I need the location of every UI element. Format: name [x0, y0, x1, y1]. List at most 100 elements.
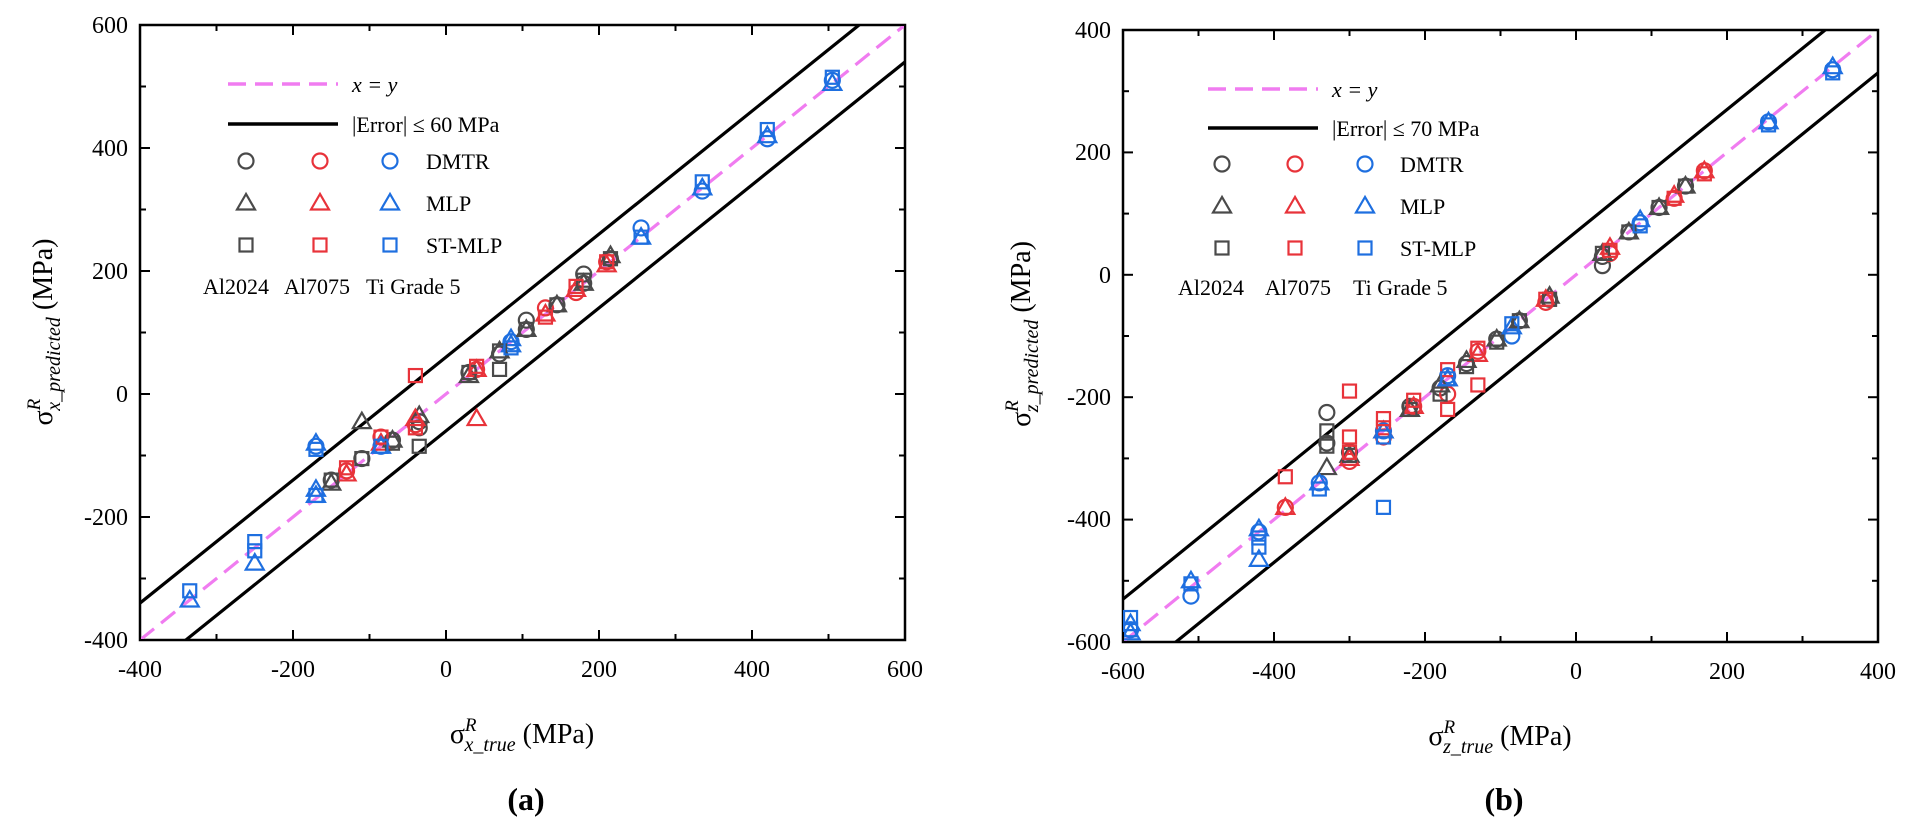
legend-identity-label-a: x = y: [351, 72, 398, 97]
legend-triangle-al7075-marker: [309, 191, 331, 211]
point-triangle-al7075: [595, 253, 618, 273]
error-band-lines-b: [1123, 30, 1878, 642]
point-square-al2024: [1319, 423, 1335, 439]
points-b: [1123, 55, 1844, 641]
point-triangle-ti: [821, 72, 844, 92]
panel-label-a: (a): [507, 781, 544, 817]
point-square-ti: [1251, 530, 1267, 546]
legend-circle-al2024-marker: [237, 152, 255, 170]
point-square-al2024: [518, 321, 534, 338]
point-triangle-ti: [691, 176, 714, 196]
chart-a: -400 -200 0 200 400 600 -400 -200 0 200 …: [24, 13, 923, 817]
point-triangle-ti: [1500, 315, 1523, 335]
x-tick-a-0: -400: [118, 657, 162, 683]
x-tick-b-1: -400: [1252, 659, 1296, 685]
point-square-ti: [1311, 481, 1327, 497]
point-square-al2024: [1677, 178, 1694, 194]
legend-row-mlp-a: MLP: [426, 191, 471, 216]
upper-error-line: [140, 25, 862, 605]
point-square-al7075: [1277, 469, 1293, 485]
point-circle-ti: [632, 219, 650, 237]
legend-markers-a: [235, 152, 401, 253]
point-circle-al2024: [1593, 257, 1612, 275]
y-tick-a-5: 600: [92, 13, 128, 39]
point-square-al7075: [1406, 392, 1422, 408]
point-triangle-al2024: [572, 272, 595, 291]
point-triangle-ti: [1180, 569, 1202, 589]
point-square-al7075: [1341, 429, 1358, 445]
legend-col-ti-a: Ti Grade 5: [366, 274, 461, 299]
ticks-a: [139, 24, 906, 641]
legend-circle-al2024-marker: [1213, 155, 1231, 173]
point-square-al7075: [1470, 340, 1486, 356]
point-square-al2024: [549, 297, 565, 313]
x-axis-title-a: σR x_true (MPa): [450, 715, 594, 756]
point-square-ti: [308, 441, 324, 457]
ticks-b: [1122, 29, 1879, 643]
point-square-ti: [1440, 371, 1456, 387]
point-square-al7075: [407, 367, 423, 384]
x-tick-a-4: 400: [734, 657, 770, 683]
legend-circle-al7075-marker: [311, 152, 329, 170]
point-square-al2024: [354, 450, 370, 467]
legend-col-al2024-b: Al2024: [1178, 275, 1244, 300]
x-tick-b-0: -600: [1101, 659, 1145, 685]
y-tick-b-0: -600: [1067, 630, 1111, 656]
legend-circle-al7075-marker: [1286, 155, 1304, 173]
legend-col-al7075-a: Al7075: [284, 274, 350, 299]
legend-triangle-al7075-marker: [1284, 194, 1306, 214]
point-circle-ti: [307, 437, 325, 455]
point-triangle-al7075: [465, 407, 488, 427]
point-square-ti: [633, 229, 649, 245]
legend-square-al2024-marker: [238, 237, 254, 253]
point-square-al7075: [373, 429, 389, 445]
legend-square-ti-marker: [382, 237, 398, 253]
point-triangle-al7075: [534, 302, 557, 322]
point-square-al7075: [1696, 166, 1712, 182]
y-tick-a-4: 400: [92, 136, 128, 162]
identity-line: [140, 25, 905, 640]
point-square-al7075: [599, 254, 615, 270]
point-triangle-al7075: [1402, 395, 1425, 414]
point-circle-al7075: [536, 299, 555, 317]
x-tick-a-5: 600: [887, 657, 923, 683]
y-tick-b-5: 400: [1075, 18, 1111, 44]
legend-col-ti-b: Ti Grade 5: [1353, 275, 1448, 300]
point-triangle-al2024: [1429, 373, 1452, 393]
point-square-al7075: [1440, 401, 1456, 418]
point-square-ti: [1504, 316, 1520, 332]
point-square-al7075: [568, 278, 584, 294]
legend-col-al2024-a: Al2024: [203, 274, 269, 299]
y-tick-a-0: -400: [84, 628, 128, 654]
point-square-ti: [308, 487, 324, 504]
point-square-al2024: [602, 251, 619, 267]
point-triangle-ti: [1247, 548, 1270, 567]
point-triangle-ti: [756, 124, 779, 144]
legend-row-dmtr-b: DMTR: [1400, 152, 1464, 177]
point-square-al7075: [469, 358, 485, 374]
point-square-ti: [1251, 539, 1267, 555]
point-triangle-al7075: [404, 407, 427, 427]
legend-square-al7075-marker: [1287, 240, 1303, 256]
y-tick-a-2: 0: [116, 382, 128, 408]
legend-error-label-a: |Error| ≤ 60 MPa: [352, 112, 500, 137]
point-square-ti: [182, 583, 198, 599]
point-circle-al2024: [1318, 403, 1336, 422]
lower-error-line: [183, 60, 905, 640]
point-triangle-ti: [1757, 110, 1780, 130]
x-axis-title-b: σR z_true (MPa): [1428, 717, 1571, 758]
y-axis-title-b: σRz_predicted (MPa): [1002, 241, 1043, 427]
point-square-ti: [247, 543, 263, 559]
point-triangle-ti: [178, 588, 201, 608]
panel-label-b: (b): [1484, 781, 1523, 817]
x-tick-a-1: -200: [271, 657, 315, 683]
y-tick-b-1: -400: [1067, 507, 1111, 533]
point-square-ti: [1375, 499, 1392, 515]
point-square-al2024: [1402, 401, 1418, 418]
point-square-ti: [759, 121, 775, 138]
point-triangle-al7075: [1693, 159, 1716, 179]
legend-a: x = y |Error| ≤ 60 MPa DMTR MLP ST-MLP A…: [203, 72, 502, 299]
point-square-al2024: [1458, 359, 1475, 375]
x-tick-b-4: 200: [1709, 659, 1745, 685]
